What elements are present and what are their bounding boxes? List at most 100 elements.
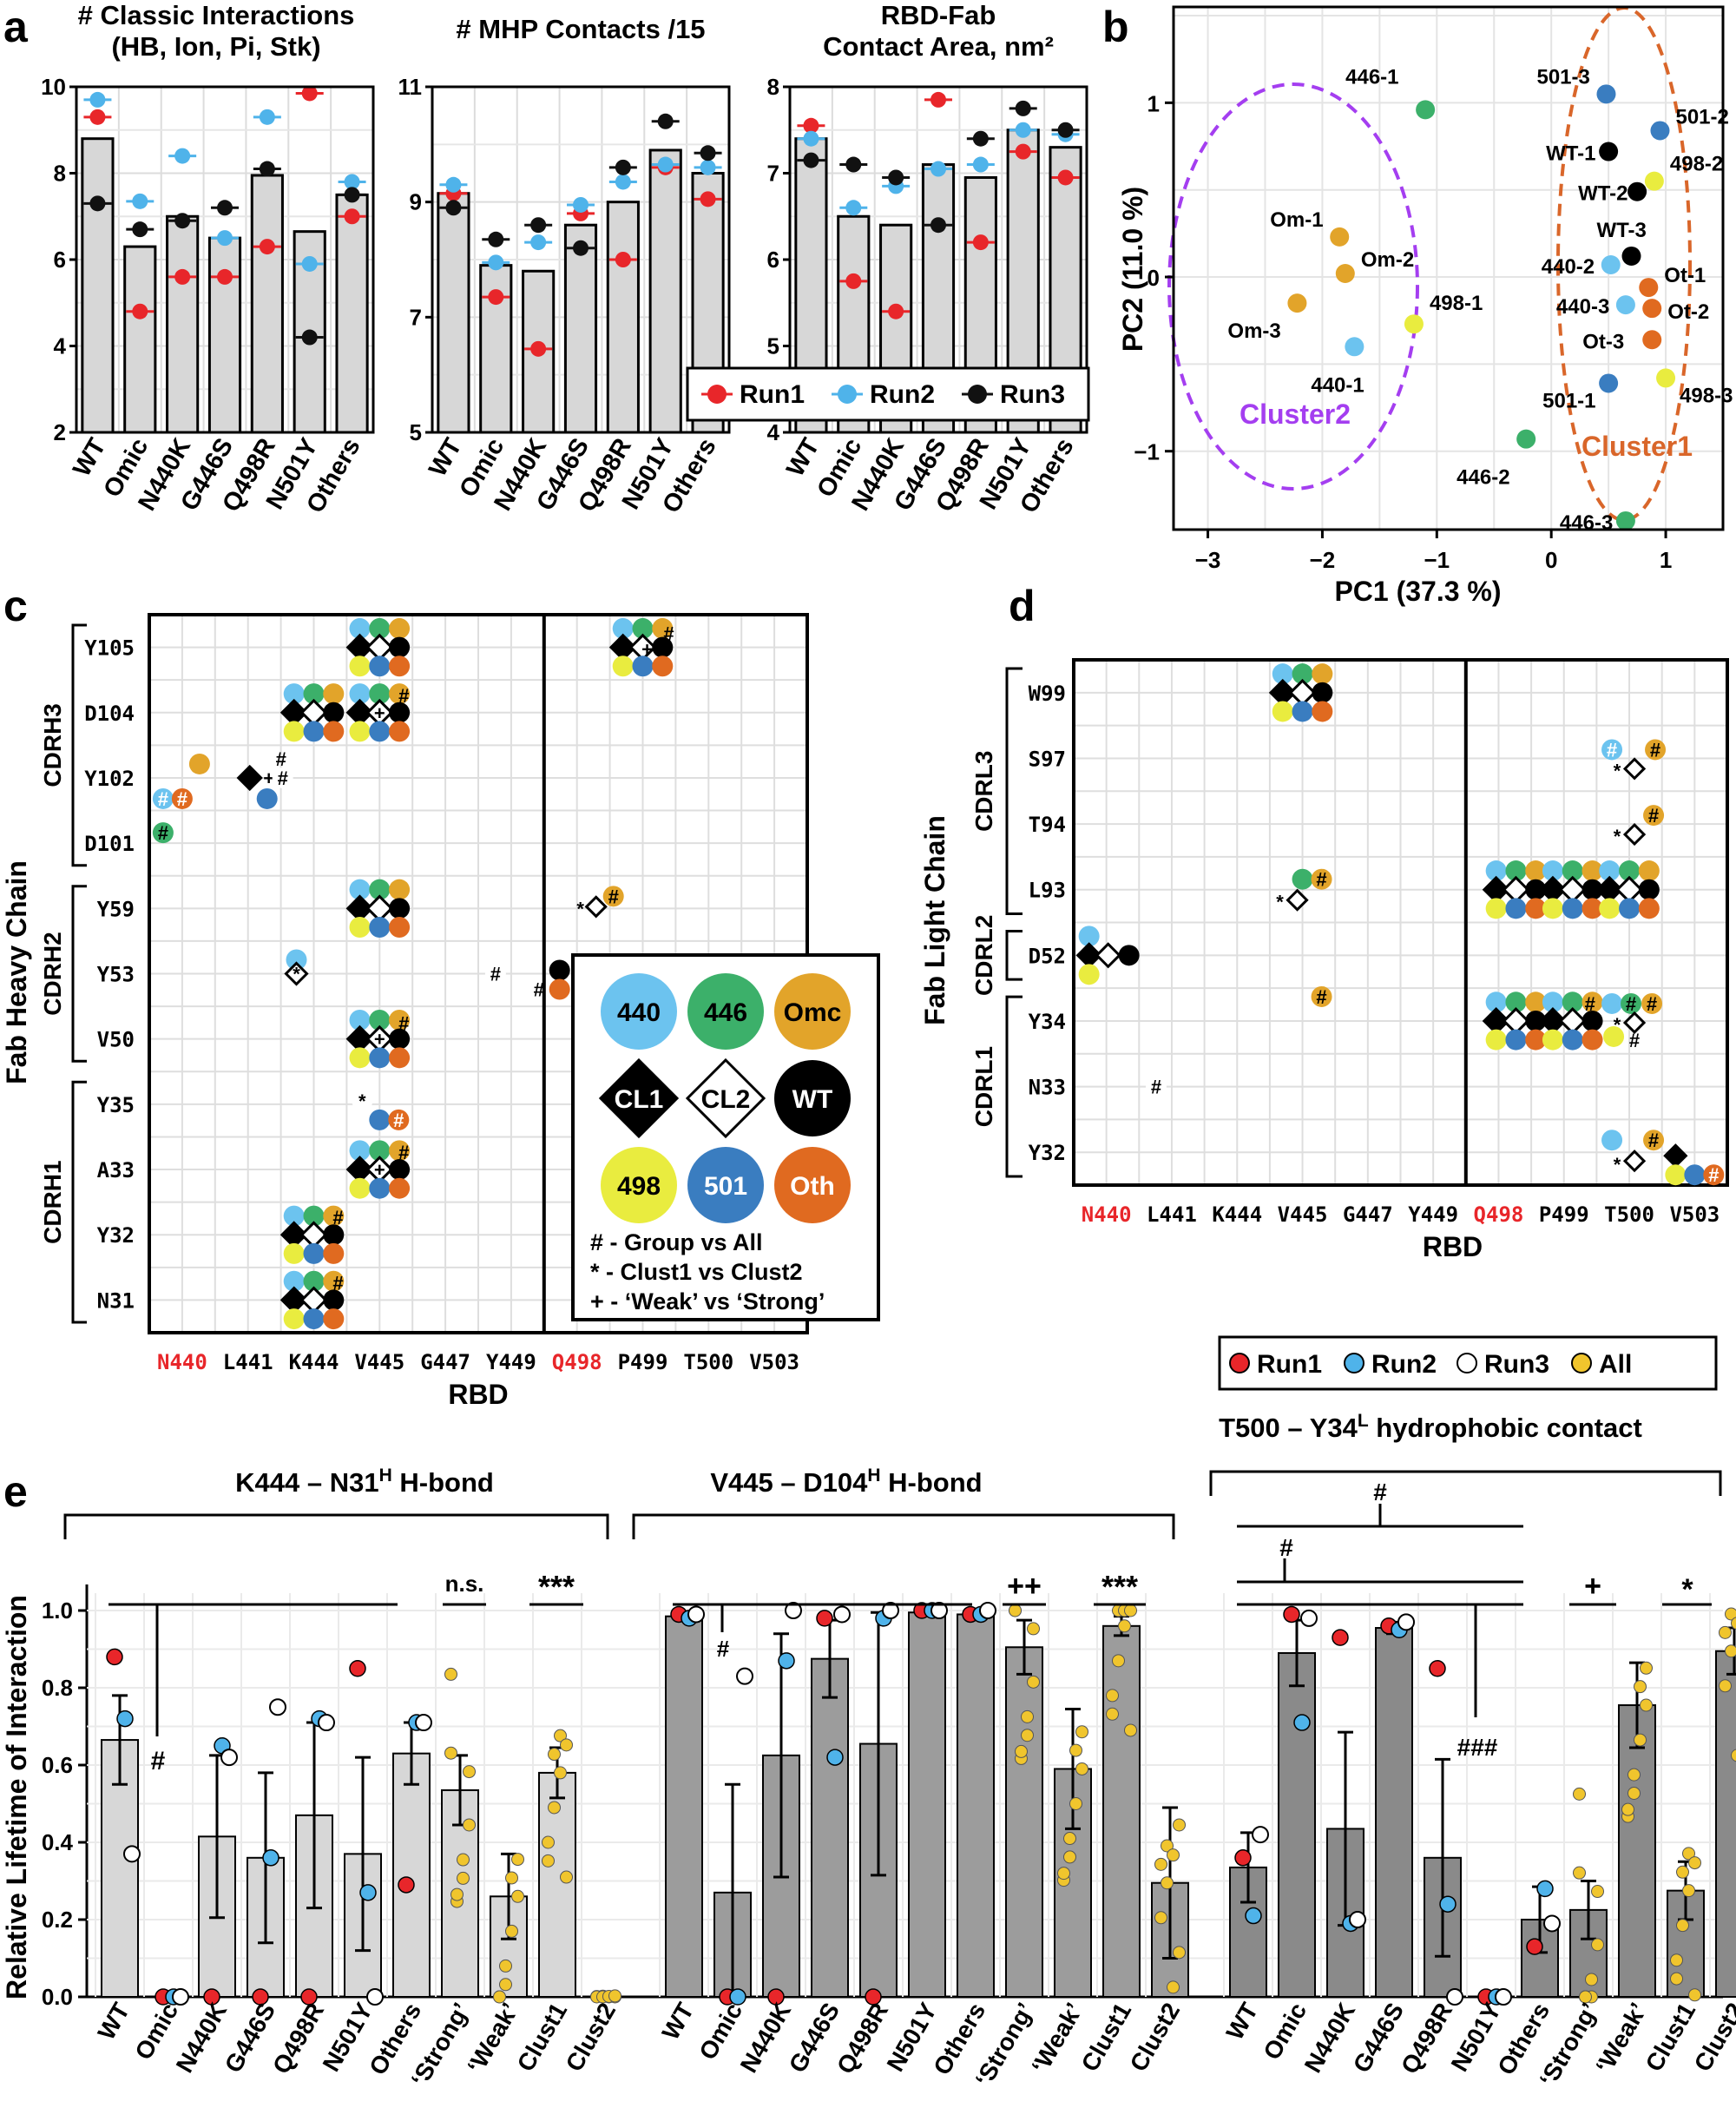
- data-point-all: [1731, 1617, 1736, 1630]
- significance-mark: *: [1614, 1154, 1621, 1176]
- legend-group-label: 501: [704, 1172, 747, 1201]
- region-bracket: [1005, 667, 1023, 915]
- y-tick-label: 0.6: [42, 1752, 73, 1778]
- group-marker: [369, 683, 391, 705]
- significance-mark: #: [177, 788, 187, 810]
- group-marker: [1485, 860, 1507, 882]
- data-point-run3: [301, 329, 318, 346]
- panel-label-a: a: [3, 3, 29, 51]
- x-tick-label: Clust2: [1125, 1999, 1186, 2077]
- cluster-marker: [1095, 942, 1121, 969]
- column-label: N440: [157, 1350, 207, 1374]
- group-marker: [1638, 898, 1660, 919]
- group-marker: [303, 1205, 325, 1227]
- data-point-run3: [415, 1714, 432, 1732]
- point-label: 440-2: [1542, 255, 1595, 279]
- data-point-run1: [615, 252, 631, 267]
- data-point-all: [511, 1889, 524, 1903]
- column-label: Q498: [1474, 1202, 1524, 1227]
- y-tick-label: 8: [767, 74, 779, 100]
- row-label: L93: [1029, 879, 1066, 903]
- y-axis-title: PC2 (11.0 %): [1117, 187, 1148, 352]
- group-marker: [1542, 898, 1563, 919]
- y-tick-label: 0: [1147, 265, 1160, 291]
- data-point-all: [1719, 1679, 1732, 1693]
- data-point-run1: [252, 1988, 269, 2006]
- bar: [1618, 1704, 1656, 1999]
- data-point-run3: [979, 1602, 996, 1619]
- legend-swatch: [774, 1147, 851, 1223]
- data-point-all: [1075, 1725, 1088, 1739]
- scatter-point: [1639, 278, 1659, 298]
- significance-mark: #: [393, 1110, 404, 1131]
- data-point-run2: [445, 176, 462, 193]
- group-marker: [171, 787, 193, 809]
- group-marker: [1525, 879, 1547, 900]
- scatter-point: [1615, 295, 1635, 315]
- bar: [1375, 1627, 1413, 1999]
- point-label: 501-3: [1536, 65, 1589, 89]
- data-point-run3: [445, 200, 462, 216]
- significance-mark: #: [1647, 993, 1657, 1015]
- group-marker: [389, 879, 411, 900]
- data-point-all: [1161, 1876, 1174, 1890]
- scatter-point: [1345, 337, 1364, 357]
- data-point-run3: [1543, 1914, 1561, 1933]
- row-label: D104: [84, 702, 135, 726]
- legend-group-label: WT: [792, 1085, 833, 1114]
- scatter-point: [1404, 314, 1424, 334]
- column-label: Y449: [1408, 1202, 1458, 1227]
- cluster-marker: [1286, 888, 1309, 912]
- chart-a3: 45678WTOmicN440KG446SQ498RN501YOthersRBD…: [686, 0, 1090, 517]
- column-label: T500: [683, 1350, 733, 1374]
- data-point-all: [499, 1959, 512, 1973]
- significance-mark: *: [1614, 760, 1621, 781]
- group-marker: [1078, 926, 1100, 947]
- cl2-marker: [299, 1221, 328, 1249]
- group-marker: [349, 916, 371, 938]
- column-label: G447: [1343, 1202, 1393, 1227]
- cluster1-label: Cluster1: [1581, 431, 1693, 462]
- significance-annotation: +: [1584, 1570, 1601, 1603]
- group-marker: [283, 1308, 305, 1330]
- data-point-run3: [845, 156, 862, 173]
- x-tick-label: WT: [1221, 1999, 1264, 2045]
- significance-annotation: ***: [538, 1569, 575, 1604]
- data-point-all: [1063, 1832, 1076, 1846]
- column-label: V503: [749, 1350, 799, 1374]
- data-point-run1: [259, 239, 275, 255]
- data-point-all: [463, 1818, 476, 1832]
- comparison-line: [108, 1603, 398, 1736]
- legend-swatch: [601, 973, 677, 1050]
- legend-marker: [968, 385, 987, 404]
- column-label: V503: [1669, 1202, 1720, 1227]
- data-point-run2: [700, 159, 716, 175]
- data-point-run3: [488, 231, 504, 247]
- point-label: Om-1: [1270, 208, 1323, 232]
- point-label: 501-1: [1542, 389, 1595, 412]
- data-point-run1: [865, 1988, 882, 2006]
- scatter-point: [1599, 142, 1619, 161]
- group-marker: [352, 1090, 373, 1111]
- significance-mark: *: [1614, 1014, 1621, 1036]
- data-point-all: [505, 1924, 518, 1938]
- data-point-run1: [203, 1988, 220, 2006]
- column-label: Y449: [486, 1350, 536, 1374]
- group-marker: [1525, 898, 1547, 919]
- row-label: S97: [1029, 747, 1066, 771]
- significance-mark: #: [332, 1207, 343, 1229]
- region-bracket: [71, 885, 87, 1063]
- legend-label: Run2: [870, 380, 935, 409]
- y-axis-title: Relative Lifetime of Interaction: [1, 1595, 32, 1999]
- comparison-line: [1237, 1558, 1523, 1584]
- data-point-run2: [573, 196, 589, 213]
- panel-label-c: c: [3, 582, 28, 630]
- group-marker: [1581, 879, 1603, 900]
- group-marker: [1311, 985, 1332, 1007]
- point-label: 498-1: [1430, 292, 1483, 315]
- legend-label: Run1: [1257, 1350, 1322, 1379]
- group-marker: [349, 1047, 371, 1069]
- data-point-run3: [803, 152, 819, 168]
- group-marker: [1619, 898, 1641, 919]
- group-marker: [283, 1242, 305, 1264]
